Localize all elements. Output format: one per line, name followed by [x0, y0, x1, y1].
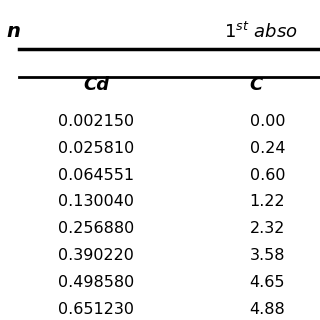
Text: 2.32: 2.32 [250, 221, 285, 236]
Text: 4.88: 4.88 [250, 302, 285, 317]
Text: C: C [250, 76, 263, 94]
Text: 0.651230: 0.651230 [58, 302, 134, 317]
Text: 1.22: 1.22 [250, 194, 285, 209]
Text: 0.390220: 0.390220 [58, 248, 134, 263]
Text: 3.58: 3.58 [250, 248, 285, 263]
Text: Cd: Cd [83, 76, 109, 94]
Text: 0.025810: 0.025810 [58, 141, 134, 156]
Text: 0.24: 0.24 [250, 141, 285, 156]
Text: 4.65: 4.65 [250, 275, 285, 290]
Text: 0.00: 0.00 [250, 114, 285, 129]
Text: $\mathit{1^{st}}$ $\mathit{abso}$: $\mathit{1^{st}}$ $\mathit{abso}$ [224, 22, 298, 42]
Text: 0.130040: 0.130040 [58, 194, 134, 209]
Text: 0.60: 0.60 [250, 168, 285, 182]
Text: 0.498580: 0.498580 [58, 275, 134, 290]
Text: 0.064551: 0.064551 [58, 168, 134, 182]
Text: 0.256880: 0.256880 [58, 221, 134, 236]
Text: 0.002150: 0.002150 [58, 114, 134, 129]
Text: n: n [6, 22, 20, 41]
